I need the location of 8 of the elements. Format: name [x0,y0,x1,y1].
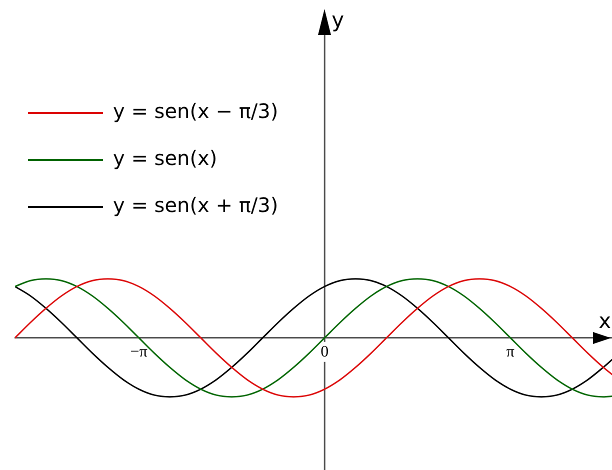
x-axis-title: x [598,308,611,333]
x-tick-label: 0 [320,344,329,361]
legend-label: y = sen(x + π/3) [113,193,278,218]
x-tick-label: π [506,344,514,361]
legend-label: y = sen(x − π/3) [113,99,278,124]
legend-label: y = sen(x) [113,146,218,170]
text: y [332,8,344,32]
x-tick-label: −π [130,344,148,361]
